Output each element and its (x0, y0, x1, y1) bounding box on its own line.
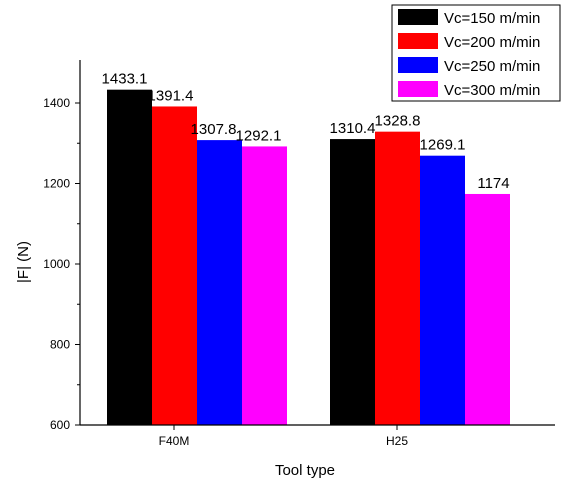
y-tick-label: 600 (50, 418, 70, 432)
y-tick-label: 1200 (43, 177, 70, 191)
bar (465, 193, 510, 425)
legend-label: Vc=150 m/min (444, 10, 540, 27)
y-tick-label: 800 (50, 338, 70, 352)
y-tick-label: 1400 (43, 96, 70, 110)
y-axis-title: |F| (N) (15, 241, 32, 283)
bar (197, 140, 242, 425)
legend-label: Vc=250 m/min (444, 58, 540, 75)
data-label: 1433.1 (102, 71, 148, 88)
data-label: 1310.4 (330, 120, 376, 137)
y-ticks: 600 800 1000 1200 1400 (43, 96, 80, 432)
bar (330, 139, 375, 425)
bar (152, 106, 197, 426)
legend: Vc=150 m/min Vc=200 m/min Vc=250 m/min Vc=3… (391, 4, 561, 102)
bars-layer (107, 89, 510, 426)
legend-swatch (398, 81, 438, 97)
x-tick-label: F40M (159, 434, 190, 448)
legend-label: Vc=200 m/min (444, 34, 540, 51)
data-label: 1391.4 (148, 87, 194, 104)
data-labels-layer: 1433.1 1310.4 1391.4 1328.8 1307.8 1269.1 1292… (102, 71, 510, 192)
x-axis-title: Tool type (275, 462, 335, 479)
x-tick-label: H25 (386, 434, 408, 448)
bar (107, 89, 152, 426)
bar (375, 131, 420, 425)
bar (242, 146, 287, 425)
legend-swatch (398, 57, 438, 73)
data-label: 1307.8 (191, 121, 237, 138)
data-label: 1292.1 (236, 127, 282, 144)
x-ticks: F40M H25 (159, 425, 408, 448)
axes-layer (79, 60, 555, 426)
data-label: 1269.1 (420, 137, 466, 154)
data-label: 1328.8 (375, 113, 421, 130)
data-label: 1174 (477, 175, 509, 192)
legend-swatch (398, 33, 438, 49)
legend-swatch (398, 9, 438, 25)
legend-label: Vc=300 m/min (444, 82, 540, 99)
bar (420, 155, 465, 425)
y-tick-label: 1000 (43, 257, 70, 271)
